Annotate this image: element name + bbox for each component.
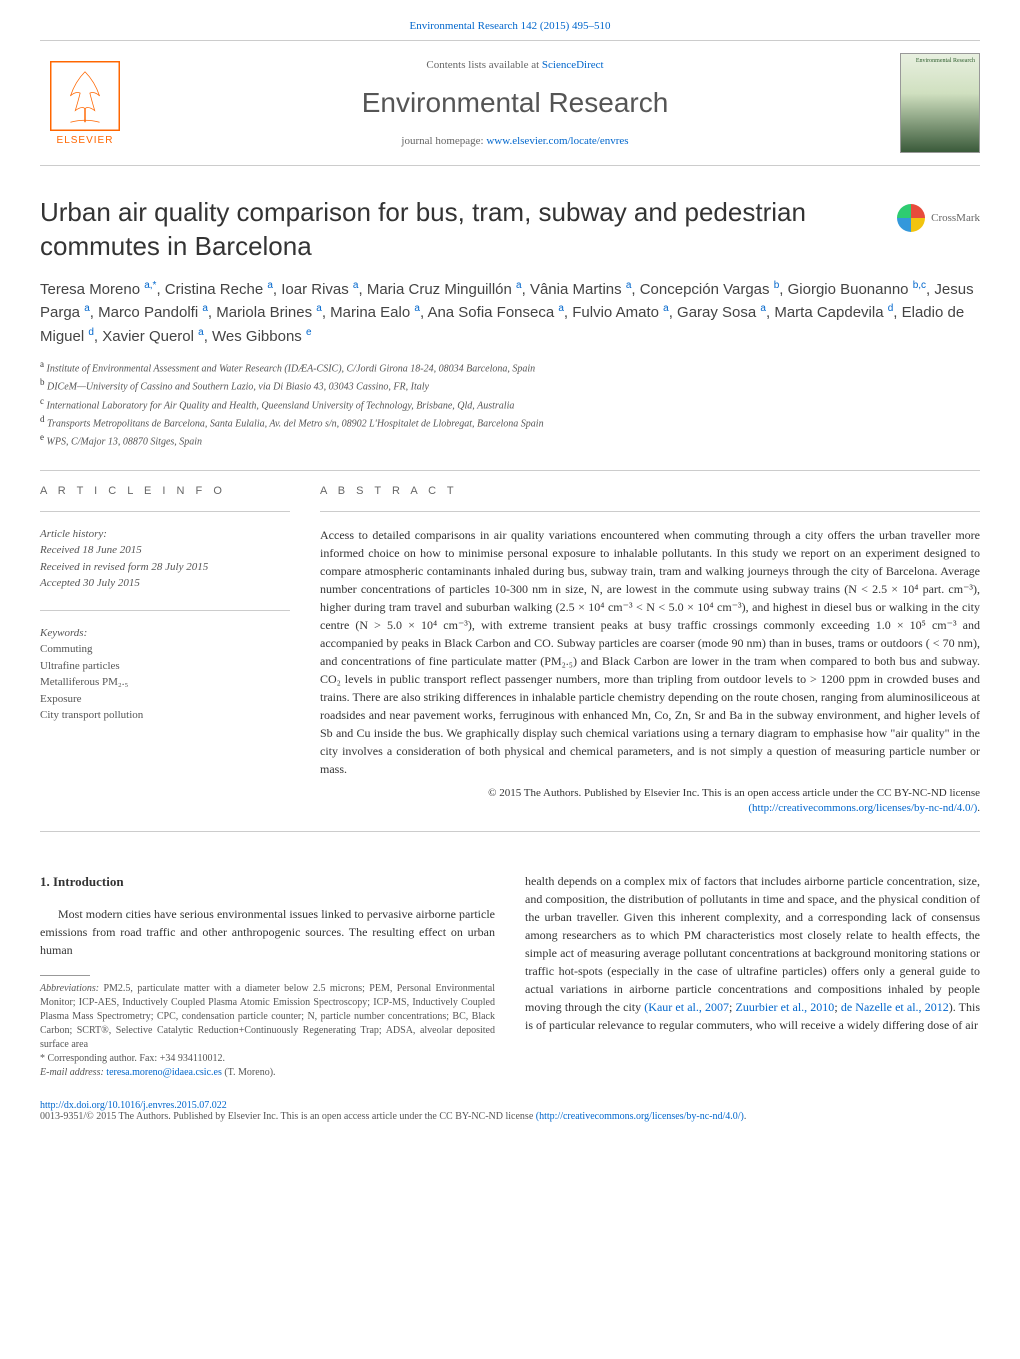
article-title: Urban air quality comparison for bus, tr…	[40, 196, 897, 264]
sciencedirect-link[interactable]: ScienceDirect	[542, 59, 604, 71]
license-link[interactable]: (http://creativecommons.org/licenses/by-…	[748, 802, 977, 814]
citation-link[interactable]: de Nazelle et al., 2012	[841, 1000, 949, 1014]
keyword-item: Ultrafine particles	[40, 658, 290, 675]
top-citation: Environmental Research 142 (2015) 495–51…	[40, 20, 980, 32]
intro-left-column: 1. Introduction Most modern cities have …	[40, 872, 495, 1081]
elsevier-name: ELSEVIER	[57, 135, 114, 146]
received-date: Received 18 June 2015	[40, 542, 290, 559]
affiliation-item: a Institute of Environmental Assessment …	[40, 358, 980, 376]
contents-available: Contents lists available at ScienceDirec…	[130, 59, 900, 71]
intro-heading: 1. Introduction	[40, 872, 495, 892]
keyword-item: Exposure	[40, 691, 290, 708]
affiliation-item: d Transports Metropolitans de Barcelona,…	[40, 413, 980, 431]
abstract-copyright: © 2015 The Authors. Published by Elsevie…	[320, 786, 980, 817]
footer: http://dx.doi.org/10.1016/j.envres.2015.…	[40, 1100, 980, 1122]
email-footnote: E-mail address: teresa.moreno@idaea.csic…	[40, 1066, 495, 1080]
keyword-item: City transport pollution	[40, 707, 290, 724]
intro-para-left: Most modern cities have serious environm…	[40, 905, 495, 959]
info-abstract-row: A R T I C L E I N F O Article history: R…	[40, 485, 980, 817]
accepted-date: Accepted 30 July 2015	[40, 575, 290, 592]
elsevier-logo: ELSEVIER	[40, 53, 130, 153]
article-history: Article history: Received 18 June 2015 R…	[40, 526, 290, 592]
abstract-heading: A B S T R A C T	[320, 485, 980, 497]
citation-link[interactable]: (Kaur et al., 2007	[644, 1000, 729, 1014]
elsevier-tree-icon	[50, 61, 120, 131]
journal-homepage: journal homepage: www.elsevier.com/locat…	[130, 135, 900, 147]
crossmark-badge[interactable]: CrossMark	[897, 204, 980, 232]
affiliation-item: b DICeM—University of Cassino and Southe…	[40, 376, 980, 394]
keywords-block: Keywords: Commuting Ultrafine particles …	[40, 625, 290, 724]
footnote-divider	[40, 975, 90, 976]
footnotes: Abbreviations: PM2.5, particulate matter…	[40, 982, 495, 1080]
email-link[interactable]: teresa.moreno@idaea.csic.es	[106, 1067, 222, 1078]
issn-copyright: 0013-9351/© 2015 The Authors. Published …	[40, 1111, 536, 1122]
title-row: Urban air quality comparison for bus, tr…	[40, 196, 980, 278]
crossmark-label: CrossMark	[931, 212, 980, 224]
revised-date: Received in revised form 28 July 2015	[40, 559, 290, 576]
footer-license-link[interactable]: (http://creativecommons.org/licenses/by-…	[536, 1111, 744, 1122]
abstract-divider	[320, 511, 980, 512]
article-info-heading: A R T I C L E I N F O	[40, 485, 290, 497]
crossmark-icon	[897, 204, 925, 232]
citation-link[interactable]: Zuurbier et al., 2010	[736, 1000, 835, 1014]
cover-label: Environmental Research	[916, 58, 975, 64]
keyword-item: Commuting	[40, 641, 290, 658]
journal-cover-thumbnail: Environmental Research	[900, 53, 980, 153]
intro-columns: 1. Introduction Most modern cities have …	[40, 872, 980, 1081]
journal-name: Environmental Research	[130, 87, 900, 119]
affiliations: a Institute of Environmental Assessment …	[40, 358, 980, 450]
introduction-section: 1. Introduction Most modern cities have …	[40, 872, 980, 1081]
author-list: Teresa Moreno a,*, Cristina Reche a, Ioa…	[40, 278, 980, 349]
section-divider	[40, 470, 980, 471]
abbreviations-footnote: Abbreviations: PM2.5, particulate matter…	[40, 982, 495, 1052]
history-label: Article history:	[40, 526, 290, 543]
corresponding-author-footnote: * Corresponding author. Fax: +34 9341100…	[40, 1052, 495, 1066]
top-journal-link[interactable]: Environmental Research 142 (2015) 495–51…	[409, 20, 610, 32]
homepage-link[interactable]: www.elsevier.com/locate/envres	[486, 135, 628, 147]
affiliation-item: e WPS, C/Major 13, 08870 Sitges, Spain	[40, 431, 980, 449]
affiliation-item: c International Laboratory for Air Quali…	[40, 395, 980, 413]
keyword-item: Metalliferous PM₂.₅	[40, 674, 290, 691]
header-center: Contents lists available at ScienceDirec…	[130, 59, 900, 147]
doi-link[interactable]: http://dx.doi.org/10.1016/j.envres.2015.…	[40, 1100, 227, 1111]
intro-para-right-1: health depends on a complex mix of facto…	[525, 874, 980, 1014]
keywords-divider	[40, 610, 290, 611]
article-info-column: A R T I C L E I N F O Article history: R…	[40, 485, 290, 817]
info-divider	[40, 511, 290, 512]
intro-right-column: health depends on a complex mix of facto…	[525, 872, 980, 1081]
main-divider	[40, 831, 980, 832]
abstract-text: Access to detailed comparisons in air qu…	[320, 526, 980, 778]
journal-header: ELSEVIER Contents lists available at Sci…	[40, 40, 980, 166]
abstract-column: A B S T R A C T Access to detailed compa…	[320, 485, 980, 817]
keywords-label: Keywords:	[40, 625, 290, 642]
